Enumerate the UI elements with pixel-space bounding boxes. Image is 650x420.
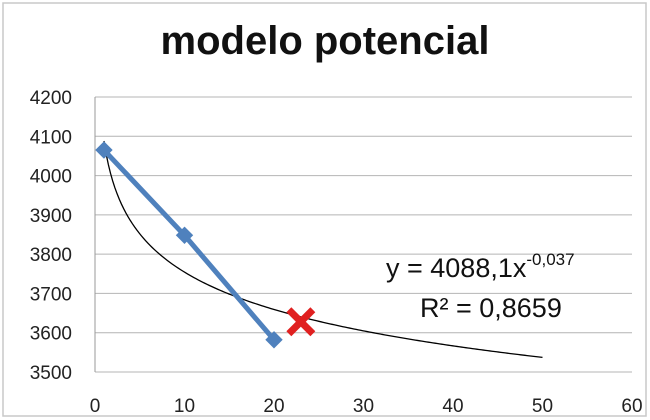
x-tick-label-5: 50 bbox=[532, 396, 553, 417]
x-tick-label-1: 10 bbox=[174, 396, 195, 417]
y-tick-label-5: 4000 bbox=[30, 167, 72, 188]
gridlines bbox=[94, 96, 632, 373]
y-tick-label-0: 3500 bbox=[30, 363, 72, 384]
x-tick-label-2: 20 bbox=[263, 396, 284, 417]
data-point-marker-0 bbox=[95, 141, 113, 159]
y-tick-label-1: 3600 bbox=[30, 324, 72, 345]
x-tick-label-6: 60 bbox=[621, 396, 642, 417]
y-tick-label-3: 3800 bbox=[30, 245, 72, 266]
highlight-x-stroke-2 bbox=[286, 307, 316, 337]
equation-exponent: -0,037 bbox=[526, 250, 574, 269]
series-layer bbox=[95, 141, 283, 349]
x-axis-tick-labels: 0 10 20 30 40 50 60 bbox=[90, 396, 643, 417]
equation-base: y = 4088,1x bbox=[386, 253, 527, 283]
r-squared-label: R² = 0,8659 bbox=[420, 293, 562, 323]
trendline-layer bbox=[103, 140, 543, 359]
data-point-marker-1 bbox=[175, 226, 194, 244]
x-tick-label-4: 40 bbox=[442, 396, 463, 417]
highlight-x-marker bbox=[286, 307, 316, 337]
x-tick-label-3: 30 bbox=[353, 396, 374, 417]
trendline bbox=[103, 140, 543, 359]
y-axis-tick-labels: 3500 3600 3700 3800 3900 4000 4100 4200 bbox=[30, 88, 72, 384]
chart-title: modelo potencial bbox=[161, 19, 490, 63]
y-tick-label-4: 3900 bbox=[30, 206, 72, 227]
highlight-layer bbox=[286, 307, 316, 337]
data-point-marker-2 bbox=[265, 331, 283, 349]
y-tick-label-2: 3700 bbox=[30, 284, 72, 305]
x-tick-label-0: 0 bbox=[90, 396, 101, 417]
equation-label: y = 4088,1x-0,037 bbox=[386, 250, 575, 283]
y-tick-label-7: 4200 bbox=[30, 88, 72, 109]
y-tick-label-6: 4100 bbox=[30, 127, 72, 148]
